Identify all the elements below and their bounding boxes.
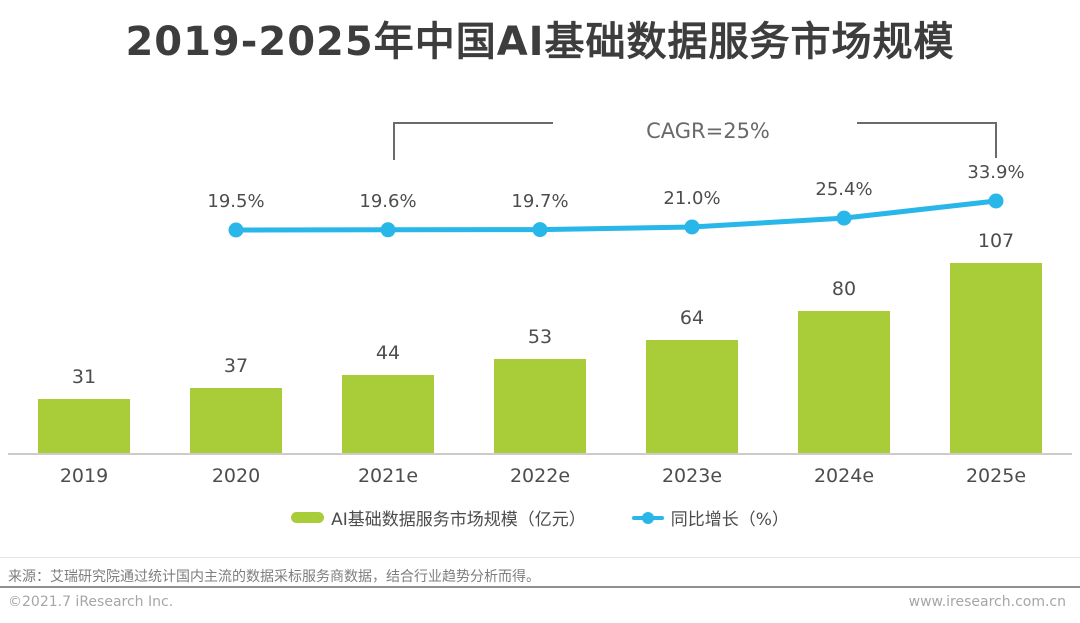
copyright-text: ©2021.7 iResearch Inc. xyxy=(8,594,174,610)
bar-value-label-2022e: 53 xyxy=(527,326,553,348)
source-note: 来源：艾瑞研究院通过统计国内主流的数据采标服务商数据，结合行业趋势分析而得。 xyxy=(8,569,540,585)
line-swatch-dot xyxy=(641,511,654,524)
website-url: www.iresearch.com.cn xyxy=(908,594,1066,610)
line-point-2025e xyxy=(988,193,1004,209)
cagr-bracket xyxy=(393,122,997,160)
bar-value-label-2023e: 64 xyxy=(679,307,705,329)
bar-2020 xyxy=(190,388,282,454)
bar-value-label-2021e: 44 xyxy=(375,342,401,364)
legend-label-market-size: AI基础数据服务市场规模（亿元） xyxy=(331,510,586,530)
line-series-swatch-icon xyxy=(631,511,664,525)
x-axis-label-2020: 2020 xyxy=(211,465,261,487)
bar-2022e xyxy=(494,359,586,454)
bar-series-swatch-icon xyxy=(291,512,325,523)
bar-2025e xyxy=(950,263,1042,454)
line-point-2020 xyxy=(228,222,244,238)
cagr-annotation: CAGR=25% xyxy=(646,119,770,143)
growth-label-2023e: 21.0% xyxy=(663,187,721,209)
yoy-growth-line xyxy=(233,198,999,233)
line-point-2024e xyxy=(836,210,852,226)
growth-label-2024e: 25.4% xyxy=(815,179,873,201)
legend: AI基础数据服务市场规模（亿元） 同比增长（%） xyxy=(0,505,1080,530)
bar-2023e xyxy=(646,340,738,454)
legend-item-market-size: AI基础数据服务市场规模（亿元） xyxy=(291,505,586,530)
legend-item-yoy-growth: 同比增长（%） xyxy=(631,505,789,530)
line-point-2021e xyxy=(380,222,396,238)
bar-2021e xyxy=(342,375,434,454)
x-axis-label-2025e: 2025e xyxy=(965,465,1027,487)
line-point-2022e xyxy=(532,222,548,238)
bar-value-label-2024e: 80 xyxy=(831,278,857,300)
divider-light xyxy=(0,557,1080,558)
growth-label-2020: 19.5% xyxy=(207,191,265,212)
x-axis-label-2019: 2019 xyxy=(59,465,109,487)
bar-2019 xyxy=(38,399,130,454)
legend-label-yoy-growth: 同比增长（%） xyxy=(670,510,789,530)
x-axis-label-2021e: 2021e xyxy=(357,465,419,487)
bar-value-label-2025e: 107 xyxy=(977,230,1015,252)
growth-label-2025e: 33.9% xyxy=(967,162,1025,183)
bar-value-label-2020: 37 xyxy=(223,355,249,377)
line-point-2023e xyxy=(684,219,700,235)
growth-label-2021e: 19.6% xyxy=(359,190,417,212)
x-axis-label-2024e: 2024e xyxy=(813,465,875,487)
growth-label-2022e: 19.7% xyxy=(511,190,569,212)
bar-value-label-2019: 31 xyxy=(71,366,97,388)
chart-title: 2019-2025年中国AI基础数据服务市场规模 xyxy=(125,19,955,65)
x-axis-line xyxy=(8,453,1072,455)
x-axis-label-2023e: 2023e xyxy=(661,465,723,487)
divider-dark xyxy=(0,586,1080,588)
x-axis-label-2022e: 2022e xyxy=(509,465,571,487)
bar-2024e xyxy=(798,311,890,454)
